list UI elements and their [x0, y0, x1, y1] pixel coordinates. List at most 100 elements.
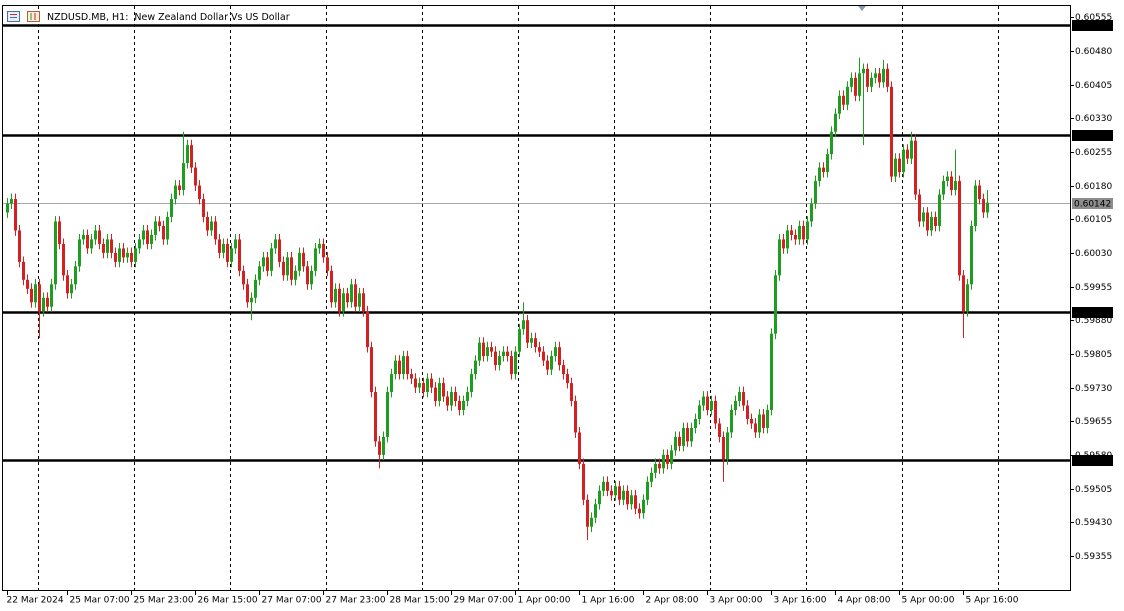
candle-body — [214, 221, 217, 240]
candle-body — [822, 167, 825, 173]
level-label-box — [1072, 455, 1113, 466]
candle-body — [330, 270, 333, 303]
candle-body — [682, 427, 685, 446]
candle-body — [774, 275, 777, 334]
candle-body — [342, 293, 345, 312]
candle-body — [206, 216, 209, 231]
candle-body — [386, 392, 389, 437]
candle-body — [262, 257, 265, 267]
candle-body — [310, 270, 313, 285]
candle-body — [654, 463, 657, 473]
candle-body — [606, 481, 609, 491]
candle-body — [798, 225, 801, 240]
candle-body — [842, 95, 845, 105]
candle-body — [414, 378, 417, 388]
candle-body — [130, 252, 133, 262]
x-tick-label: 25 Mar 23:00 — [134, 596, 194, 606]
candle-body — [474, 360, 477, 375]
candle-body — [366, 311, 369, 348]
candle-body — [58, 221, 61, 244]
candle-body — [282, 261, 285, 276]
candle-body — [746, 405, 749, 419]
candle-body — [378, 441, 381, 455]
candle-body — [662, 454, 665, 469]
candle-body — [390, 374, 393, 393]
candle-body — [954, 181, 957, 191]
candle-body — [886, 68, 889, 87]
candle-body — [762, 414, 765, 428]
candle-body — [702, 396, 705, 406]
candle-body — [982, 199, 985, 213]
level-label-box — [1072, 307, 1113, 318]
candle-body — [878, 73, 881, 83]
candle-body — [358, 293, 361, 307]
x-tick-label: 4 Apr 08:00 — [838, 596, 891, 606]
candle-body — [690, 427, 693, 442]
candle-body — [502, 351, 505, 357]
candle-body — [290, 257, 293, 280]
y-tick-label: 0.60405 — [1075, 81, 1112, 91]
candle-body — [554, 347, 557, 357]
candle-body — [510, 356, 513, 375]
candle-body — [246, 284, 249, 303]
candle-body — [530, 338, 533, 343]
candle-body — [38, 284, 41, 312]
candle-body — [730, 409, 733, 433]
candle-body — [582, 463, 585, 500]
y-tick-label: 0.59655 — [1075, 417, 1112, 427]
candle-body — [818, 167, 821, 182]
candle-body — [122, 248, 125, 258]
candle-body — [858, 73, 861, 96]
x-tick-label: 29 Mar 07:00 — [454, 596, 514, 606]
candle-body — [230, 248, 233, 262]
candle-body — [362, 293, 365, 312]
candle-body — [866, 68, 869, 87]
x-tick-label: 28 Mar 15:00 — [390, 596, 450, 606]
candle-body — [466, 392, 469, 402]
candle-body — [922, 212, 925, 222]
candle-body — [898, 158, 901, 173]
candle-body — [514, 351, 517, 375]
candle-body — [694, 418, 697, 428]
candle-body — [462, 401, 465, 410]
candle-body — [658, 463, 661, 469]
y-tick-label: 0.60330 — [1075, 114, 1112, 124]
candle-body — [970, 225, 973, 285]
candle-body — [162, 225, 165, 240]
chart-icon[interactable] — [27, 11, 40, 22]
candle-body — [850, 77, 853, 87]
x-tick-label: 1 Apr 16:00 — [582, 596, 635, 606]
shift-marker[interactable] — [858, 6, 866, 11]
candle-body — [94, 230, 97, 240]
candle-body — [914, 140, 917, 195]
candle-body — [938, 194, 941, 226]
candle-body — [986, 202, 989, 213]
axes: 0.60555 0.60480 0.60405 0.60330 0.60255 0.601… — [7, 13, 1113, 606]
candle-body — [710, 401, 713, 410]
candle-body — [522, 320, 525, 330]
level-label: 0.60537 — [1074, 22, 1111, 32]
candle-body — [790, 230, 793, 235]
y-tick-label: 0.59430 — [1075, 518, 1112, 528]
candle-body — [586, 499, 589, 527]
candle-body — [610, 490, 613, 496]
candle-body — [598, 490, 601, 505]
candle-body — [782, 239, 785, 249]
candle-body — [430, 378, 433, 388]
candle-body — [146, 230, 149, 244]
header-icons[interactable] — [7, 11, 40, 22]
candle-body — [78, 239, 81, 267]
candle-body — [622, 490, 625, 500]
candle-body — [34, 284, 37, 303]
y-tick-label: 0.59505 — [1075, 485, 1112, 495]
candle-body — [178, 185, 181, 191]
candle-body — [458, 401, 461, 410]
menu-icon[interactable] — [7, 11, 20, 22]
candle-body — [438, 383, 441, 402]
candle-body — [410, 374, 413, 379]
y-tick-label: 0.59805 — [1075, 350, 1112, 360]
x-tick-label: 3 Apr 00:00 — [710, 596, 763, 606]
candle-body — [442, 383, 445, 397]
candle-body — [174, 185, 177, 200]
candle-body — [930, 216, 933, 231]
